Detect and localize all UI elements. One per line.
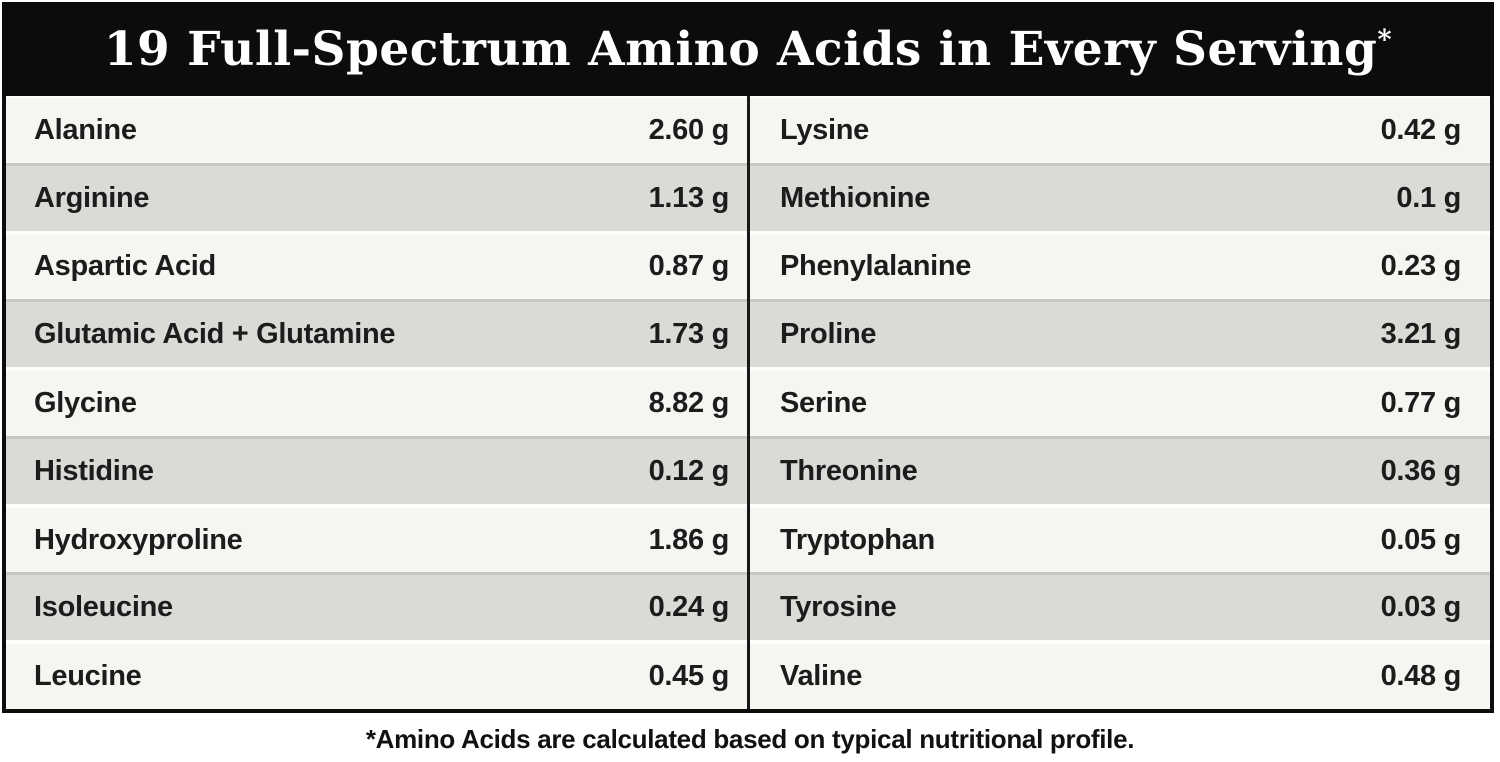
amino-name: Hydroxyproline (34, 523, 243, 556)
amino-name: Threonine (780, 454, 918, 487)
column-divider (746, 96, 750, 709)
column-right: Lysine 0.42 g Methionine 0.1 g Phenylalanine… (748, 96, 1490, 710)
table-row: Valine 0.48 g (748, 640, 1490, 710)
amino-amount: 0.42 g (1380, 113, 1462, 146)
table-row: Isoleucine 0.24 g (6, 572, 748, 641)
table-row: Tyrosine 0.03 g (748, 572, 1490, 641)
amino-name: Methionine (780, 181, 931, 214)
amino-name: Glutamic Acid + Glutamine (34, 318, 396, 351)
amino-amount: 0.23 g (1380, 250, 1462, 283)
amino-name: Valine (780, 660, 863, 693)
amino-amount: 3.21 g (1380, 318, 1462, 351)
amino-amount: 0.05 g (1380, 523, 1462, 556)
amino-amount: 0.03 g (1380, 591, 1462, 624)
amino-amount: 0.45 g (648, 660, 730, 693)
header-asterisk: * (1377, 23, 1393, 56)
amino-amount: 1.13 g (648, 181, 730, 214)
amino-name: Proline (780, 318, 877, 351)
amino-name: Tryptophan (780, 523, 935, 556)
table-row: Phenylalanine 0.23 g (748, 230, 1490, 300)
amino-amount: 0.77 g (1380, 387, 1462, 420)
amino-name: Glycine (34, 387, 137, 420)
amino-amount: 0.48 g (1380, 660, 1462, 693)
table-row: Arginine 1.13 g (6, 162, 748, 231)
column-left: Alanine 2.60 g Arginine 1.13 g Aspartic Acid… (6, 96, 748, 710)
amino-amount: 1.86 g (648, 523, 730, 556)
amino-name: Phenylalanine (780, 250, 972, 283)
amino-amount: 0.87 g (648, 250, 730, 283)
table-row: Aspartic Acid 0.87 g (6, 230, 748, 300)
table-row: Lysine 0.42 g (748, 96, 1490, 163)
amino-amount: 0.1 g (1396, 181, 1461, 214)
table-header: 19 Full-Spectrum Amino Acids in Every Se… (6, 6, 1490, 96)
amino-name: Histidine (34, 454, 154, 487)
table-row: Tryptophan 0.05 g (748, 503, 1490, 573)
amino-amount: 2.60 g (648, 113, 730, 146)
amino-name: Isoleucine (34, 591, 173, 624)
amino-name: Leucine (34, 660, 142, 693)
amino-acids-table-panel: 19 Full-Spectrum Amino Acids in Every Se… (2, 2, 1494, 713)
footnote: *Amino Acids are calculated based on typ… (365, 724, 1135, 754)
table-row: Proline 3.21 g (748, 299, 1490, 368)
amino-name: Tyrosine (780, 591, 897, 624)
amino-name: Serine (780, 387, 867, 420)
amino-name: Alanine (34, 113, 137, 146)
table-row: Histidine 0.12 g (6, 435, 748, 504)
table-row: Methionine 0.1 g (748, 162, 1490, 231)
table-body: Alanine 2.60 g Arginine 1.13 g Aspartic Acid… (6, 96, 1490, 710)
amino-name: Arginine (34, 181, 150, 214)
table-row: Threonine 0.36 g (748, 435, 1490, 504)
header-title: 19 Full-Spectrum Amino Acids in Every Se… (103, 22, 1378, 77)
table-row: Serine 0.77 g (748, 367, 1490, 436)
amino-amount: 0.12 g (648, 454, 730, 487)
amino-name: Aspartic Acid (34, 250, 216, 283)
table-row: Glutamic Acid + Glutamine 1.73 g (6, 299, 748, 368)
amino-amount: 8.82 g (648, 387, 730, 420)
table-row: Alanine 2.60 g (6, 96, 748, 163)
table-row: Leucine 0.45 g (6, 640, 748, 710)
table-row: Hydroxyproline 1.86 g (6, 503, 748, 573)
amino-amount: 0.24 g (648, 591, 730, 624)
amino-name: Lysine (780, 113, 869, 146)
amino-amount: 1.73 g (648, 318, 730, 351)
table-row: Glycine 8.82 g (6, 367, 748, 436)
amino-amount: 0.36 g (1380, 454, 1462, 487)
